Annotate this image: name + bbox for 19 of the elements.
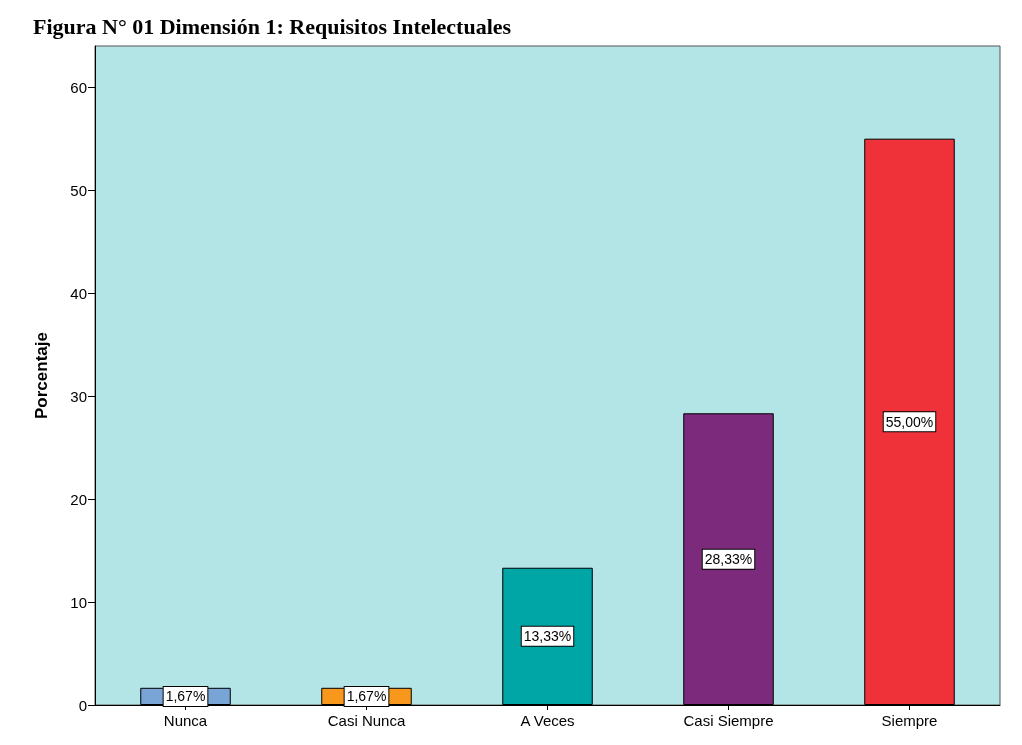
x-tick-label: Nunca bbox=[163, 712, 208, 729]
x-tick-label: Siempre bbox=[881, 712, 938, 729]
y-tick-label: 20 bbox=[70, 490, 87, 508]
chart-title: Figura N° 01 Dimensión 1: Requisitos Intelectuales bbox=[33, 13, 512, 39]
data-label: 1,67% bbox=[346, 688, 387, 705]
data-label: 13,33% bbox=[523, 628, 572, 645]
y-tick-label: 40 bbox=[70, 284, 87, 302]
x-tick-label: Casi Nunca bbox=[327, 712, 406, 729]
y-tick-label: 50 bbox=[70, 181, 87, 199]
y-tick-label: 30 bbox=[70, 387, 87, 405]
data-label: 1,67% bbox=[165, 688, 206, 705]
y-tick-label: 60 bbox=[70, 78, 87, 96]
y-tick-label: 0 bbox=[78, 696, 87, 714]
y-axis-title: Porcentaje bbox=[32, 332, 51, 419]
data-label: 55,00% bbox=[885, 413, 934, 430]
x-tick-label: A Veces bbox=[520, 712, 575, 729]
y-tick-label: 10 bbox=[70, 593, 87, 611]
x-tick-label: Casi Siempre bbox=[683, 712, 774, 729]
data-label: 28,33% bbox=[704, 551, 753, 568]
